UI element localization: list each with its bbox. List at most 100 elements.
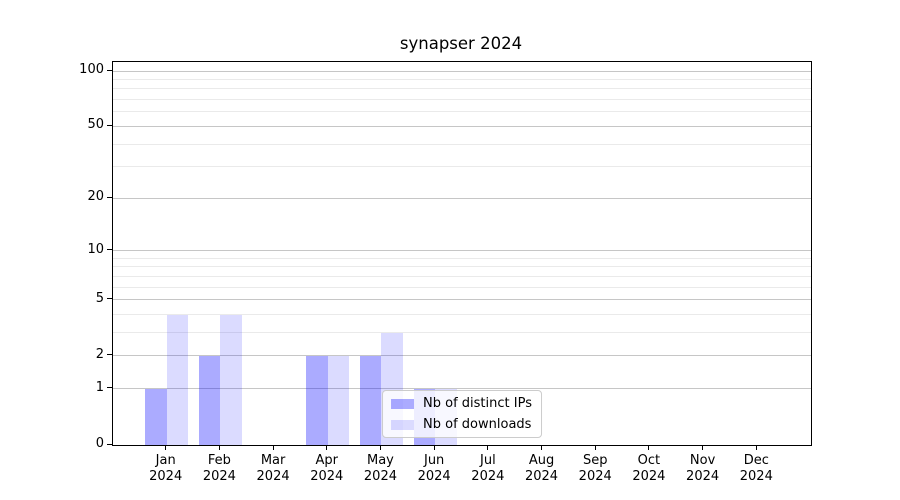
x-tickmark-dec: [755, 445, 757, 450]
y-tickmark-10: [107, 249, 112, 251]
y-tick-label-20: 20: [87, 189, 104, 205]
gridline-minor-80: [113, 88, 811, 90]
x-tick-year-dec: 2024: [739, 468, 773, 484]
y-tick-label-100: 100: [79, 62, 104, 77]
bar-distinct-ips-apr: [306, 355, 328, 445]
x-tick-month-jul: Jul: [480, 453, 496, 468]
y-tickmark-0: [107, 443, 112, 445]
y-tickmark-5: [107, 298, 112, 300]
x-tick-label-sep: Sep 2024: [563, 453, 627, 484]
x-tick-month-oct: Oct: [637, 453, 661, 468]
gridline-minor-4: [113, 314, 811, 316]
legend-swatch-downloads: [391, 419, 415, 430]
x-tick-month-nov: Nov: [689, 453, 716, 468]
y-tick-label-1: 1: [95, 379, 104, 395]
gridline-major-5: [113, 299, 811, 301]
y-tickmark-50: [107, 124, 112, 126]
y-tick-label-50: 50: [87, 117, 104, 133]
x-tick-label-dec: Dec 2024: [724, 453, 788, 484]
gridline-major-20: [113, 197, 811, 199]
gridline-major-100: [113, 70, 811, 72]
x-tick-month-sep: Sep: [582, 453, 608, 468]
x-tick-label-jan: Jan 2024: [134, 453, 198, 484]
x-tick-year-nov: 2024: [686, 468, 720, 484]
gridline-minor-8: [113, 266, 811, 268]
gridline-minor-30: [113, 166, 811, 168]
y-tick-label-10: 10: [87, 241, 104, 257]
gridline-major-1: [113, 388, 811, 390]
x-tick-month-feb: Feb: [207, 453, 231, 468]
x-tick-year-jul: 2024: [471, 468, 505, 484]
y-tickmark-100: [107, 69, 112, 71]
x-tick-label-feb: Feb 2024: [187, 453, 251, 484]
x-tick-month-jan: Jan: [155, 453, 176, 468]
x-tickmark-jun: [433, 445, 435, 450]
x-tickmark-aug: [541, 445, 543, 450]
legend-item-downloads: Nb of downloads: [391, 416, 532, 433]
x-tick-label-oct: Oct 2024: [617, 453, 681, 484]
x-tick-year-may: 2024: [363, 468, 397, 484]
gridline-major-2: [113, 355, 811, 357]
bar-distinct-ips-feb: [198, 355, 221, 445]
bar-downloads-feb: [220, 314, 242, 445]
gridline-minor-9: [113, 257, 811, 259]
y-tickmark-2: [107, 354, 112, 356]
x-tick-label-jun: Jun 2024: [402, 453, 466, 484]
x-tickmark-apr: [326, 445, 328, 450]
bar-downloads-apr: [327, 355, 350, 445]
gridline-minor-7: [113, 275, 811, 277]
x-tick-month-dec: Dec: [743, 453, 769, 468]
plot-area: Nb of distinct IPs Nb of downloads: [112, 61, 812, 446]
bar-distinct-ips-may: [359, 355, 382, 445]
legend-label-downloads: Nb of downloads: [423, 417, 532, 432]
x-tickmark-jan: [165, 445, 167, 450]
x-tick-label-aug: Aug 2024: [510, 453, 574, 484]
x-tick-year-apr: 2024: [310, 468, 344, 484]
x-tick-month-mar: Mar: [260, 453, 286, 468]
x-tick-year-jan: 2024: [149, 468, 183, 484]
x-tickmark-mar: [272, 445, 274, 450]
gridline-minor-60: [113, 111, 811, 113]
x-tickmark-feb: [218, 445, 220, 450]
x-tick-year-jun: 2024: [417, 468, 451, 484]
gridline-minor-70: [113, 99, 811, 101]
bar-downloads-jan: [166, 314, 189, 445]
legend-item-distinct-ips: Nb of distinct IPs: [391, 395, 532, 412]
x-tickmark-may: [379, 445, 381, 450]
x-tick-month-apr: Apr: [315, 453, 339, 468]
x-tickmark-nov: [702, 445, 704, 450]
x-tick-label-apr: Apr 2024: [295, 453, 359, 484]
x-tick-label-may: May 2024: [348, 453, 412, 484]
legend-label-distinct-ips: Nb of distinct IPs: [423, 396, 532, 411]
x-tick-label-mar: Mar 2024: [241, 453, 305, 484]
y-tickmark-20: [107, 196, 112, 198]
x-tick-label-nov: Nov 2024: [671, 453, 735, 484]
x-tickmark-jul: [487, 445, 489, 450]
x-tick-month-may: May: [367, 453, 394, 468]
chart-title: synapser 2024: [399, 34, 523, 53]
legend: Nb of distinct IPs Nb of downloads: [382, 390, 542, 438]
y-tick-label-0: 0: [95, 436, 104, 451]
y-tick-label-5: 5: [95, 290, 104, 306]
y-tickmark-1: [107, 387, 112, 389]
x-tick-year-aug: 2024: [524, 468, 559, 484]
gridline-major-50: [113, 125, 811, 127]
y-tick-label-2: 2: [95, 346, 104, 362]
x-tick-month-aug: Aug: [528, 453, 555, 468]
gridline-major-10: [113, 250, 811, 252]
x-tick-year-sep: 2024: [578, 468, 612, 484]
x-tick-year-feb: 2024: [202, 468, 236, 484]
gridline-minor-90: [113, 78, 811, 80]
x-tick-year-mar: 2024: [256, 468, 290, 484]
gridline-minor-3: [113, 332, 811, 334]
x-tick-year-oct: 2024: [632, 468, 666, 484]
x-tick-month-jun: Jun: [423, 453, 445, 468]
x-tickmark-sep: [594, 445, 596, 450]
x-tickmark-oct: [648, 445, 650, 450]
x-tick-label-jul: Jul 2024: [456, 453, 520, 484]
gridline-minor-6: [113, 286, 811, 288]
legend-swatch-distinct-ips: [391, 398, 415, 409]
bar-distinct-ips-jan: [145, 388, 167, 445]
gridline-minor-40: [113, 143, 811, 145]
